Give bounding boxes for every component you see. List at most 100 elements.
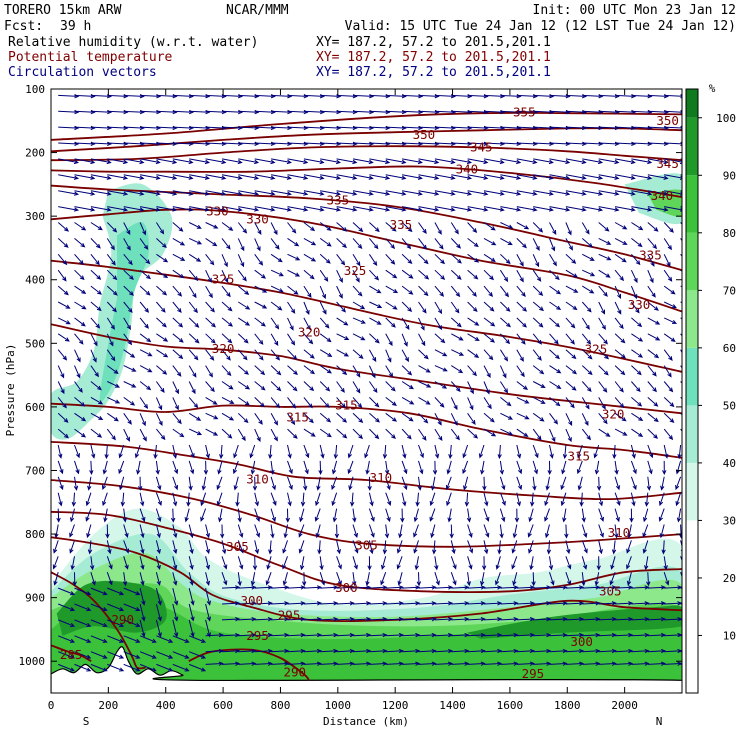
circulation-vector — [382, 444, 388, 460]
circulation-vector — [254, 617, 273, 622]
circulation-vector — [532, 365, 545, 375]
circulation-vector — [74, 381, 83, 393]
circulation-vector — [90, 317, 101, 329]
circulation-vector — [434, 158, 456, 165]
colorbar-tick-label: 70 — [723, 284, 736, 297]
circulation-vector — [565, 572, 572, 586]
circulation-vector — [104, 444, 109, 460]
circulation-vector — [500, 648, 519, 654]
theta-label-text: 330 — [246, 211, 269, 226]
circulation-vector — [107, 412, 119, 422]
circulation-vector — [663, 381, 674, 393]
circulation-vector — [450, 397, 458, 411]
circulation-vector — [385, 253, 396, 265]
circulation-vector — [401, 238, 412, 250]
circulation-vector — [615, 661, 634, 666]
circulation-vector — [500, 174, 522, 180]
circulation-vector — [598, 365, 609, 376]
circulation-vector — [270, 397, 281, 409]
circulation-vector — [614, 476, 621, 491]
circulation-vector — [318, 460, 323, 476]
circulation-vector — [402, 648, 421, 654]
circulation-vector — [614, 253, 627, 263]
circulation-vector — [270, 365, 282, 376]
field-theta-label: Potential temperature — [8, 50, 173, 65]
circulation-vector — [369, 648, 388, 654]
circulation-vector — [511, 540, 518, 554]
circulation-vector — [642, 540, 649, 554]
circulation-vector — [189, 174, 211, 180]
circulation-vector — [172, 476, 179, 491]
circulation-vector — [467, 397, 474, 411]
circulation-vector — [402, 585, 421, 590]
circulation-vector — [612, 444, 617, 460]
circulation-vector — [562, 444, 568, 460]
circulation-vector — [139, 572, 145, 586]
circulation-vector — [172, 619, 179, 638]
circulation-vector — [221, 556, 228, 570]
circulation-vector — [200, 492, 207, 507]
circulation-vector — [418, 253, 429, 265]
x-tick-label: 400 — [156, 699, 176, 712]
circulation-vector — [432, 540, 437, 555]
circulation-vector — [418, 365, 431, 373]
circulation-vector — [336, 253, 346, 266]
circulation-vector — [287, 460, 293, 475]
circulation-vector — [352, 381, 361, 394]
circulation-vector — [287, 269, 301, 277]
circulation-vector — [254, 333, 264, 345]
circulation-vector — [136, 460, 141, 475]
circulation-vector — [205, 158, 227, 165]
circulation-vector — [107, 158, 129, 165]
circulation-vector — [123, 540, 130, 554]
circulation-vector — [139, 492, 145, 507]
circulation-vector — [530, 492, 535, 507]
circulation-vector — [500, 585, 519, 590]
circulation-vector — [549, 585, 568, 590]
circulation-vector — [368, 254, 378, 267]
circulation-vector — [188, 317, 200, 328]
circulation-vector — [385, 412, 398, 422]
circulation-vector — [287, 206, 309, 212]
circulation-vector — [319, 381, 331, 392]
circulation-vector — [466, 508, 472, 523]
circulation-vector — [71, 492, 77, 507]
circulation-vector — [270, 349, 281, 361]
circulation-vector — [380, 572, 387, 586]
circulation-vector — [254, 254, 264, 266]
circulation-vector — [598, 190, 620, 196]
circulation-vector — [385, 661, 404, 666]
circulation-vector — [352, 158, 374, 165]
circulation-vector — [565, 428, 572, 443]
circulation-vector — [156, 333, 169, 342]
circulation-vector — [90, 269, 102, 280]
circulation-vector — [156, 349, 169, 358]
circulation-vector — [483, 349, 494, 361]
circulation-vector — [499, 476, 506, 491]
circulation-vector — [663, 428, 674, 441]
circulation-vector — [630, 269, 638, 284]
circulation-vector — [660, 476, 665, 491]
circulation-vector — [516, 460, 523, 475]
circulation-vector — [467, 617, 486, 622]
circulation-vector — [365, 572, 370, 587]
circulation-vector — [58, 651, 76, 659]
circulation-vector — [401, 428, 412, 440]
circulation-vector — [560, 492, 567, 507]
circulation-vector — [238, 190, 260, 196]
circulation-vector — [74, 238, 86, 248]
circulation-vector — [462, 460, 469, 475]
circulation-vector — [631, 253, 641, 266]
circulation-vector — [565, 158, 587, 165]
circulation-vector — [238, 617, 257, 622]
circulation-vector — [615, 158, 636, 165]
y-tick-label: 200 — [25, 147, 45, 160]
circulation-vector — [418, 317, 425, 331]
circulation-vector — [533, 174, 554, 180]
circulation-vector — [467, 381, 474, 395]
circulation-vector — [189, 158, 211, 165]
circulation-vector — [254, 238, 261, 252]
theta-label: 340 — [651, 188, 674, 203]
circulation-vector — [254, 174, 276, 180]
circulation-vector — [467, 632, 486, 638]
